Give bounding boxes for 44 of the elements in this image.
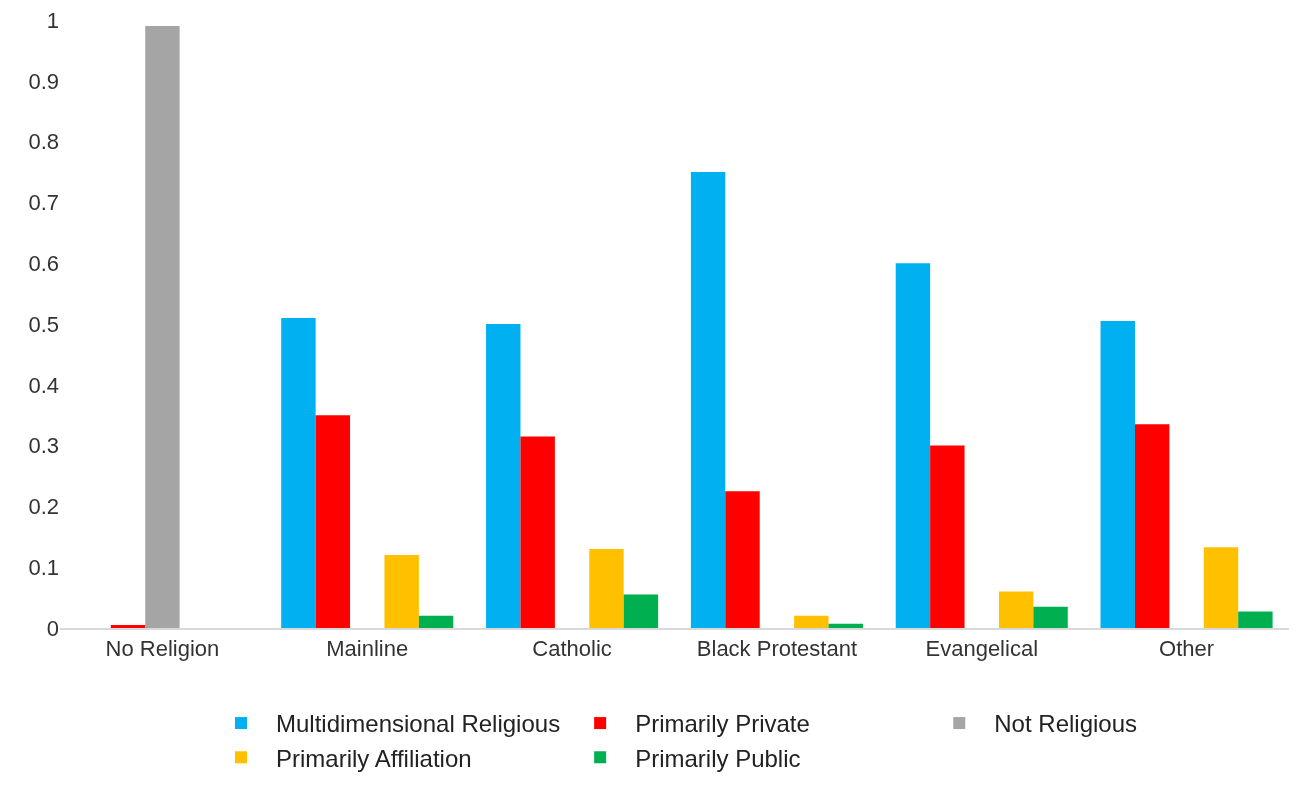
bar	[486, 324, 521, 628]
y-tick-label: 0.1	[28, 554, 59, 580]
bar	[1203, 547, 1239, 628]
bar	[145, 26, 180, 628]
bar	[794, 615, 829, 628]
bar	[315, 415, 351, 628]
bar	[623, 594, 659, 628]
bar	[930, 445, 965, 628]
bar	[110, 624, 146, 628]
bar	[384, 555, 419, 628]
y-tick-label: 0.6	[28, 250, 59, 276]
legend-label: Not Religious	[994, 710, 1138, 738]
bar	[998, 591, 1034, 628]
y-tick-label: 0.5	[28, 311, 59, 337]
bar	[418, 615, 454, 628]
bar	[690, 172, 726, 628]
bar	[1033, 606, 1068, 628]
bar	[520, 436, 555, 628]
y-tick-label: 0.8	[28, 129, 59, 155]
bar	[1238, 611, 1273, 628]
x-tick-label: No Religion	[105, 636, 220, 662]
y-tick-label: 0.2	[28, 494, 59, 520]
legend-label: Primarily Private	[635, 710, 810, 738]
y-tick-label: 0.4	[28, 372, 59, 398]
x-tick-label: Catholic	[532, 636, 612, 662]
y-tick-label: 1	[46, 7, 59, 33]
y-tick-label: 0	[46, 615, 59, 641]
bar	[1100, 320, 1135, 628]
y-tick-label: 0.3	[28, 433, 59, 459]
legend-label: Primarily Affiliation	[276, 744, 472, 772]
bar	[281, 317, 316, 628]
x-tick-label: Black Protestant	[696, 636, 858, 662]
legend-label: Primarily Public	[635, 744, 801, 772]
bar	[725, 491, 760, 628]
bar	[589, 548, 624, 628]
y-tick-label: 0.9	[28, 68, 59, 94]
x-tick-label: Other	[1159, 636, 1215, 662]
x-tick-label: Evangelical	[925, 636, 1039, 662]
bar	[828, 623, 863, 628]
bar	[895, 263, 931, 628]
y-tick-label: 0.7	[28, 190, 59, 216]
bar	[1134, 424, 1170, 628]
x-tick-label: Mainline	[326, 636, 409, 662]
legend-label: Multidimensional Religious	[276, 710, 561, 738]
